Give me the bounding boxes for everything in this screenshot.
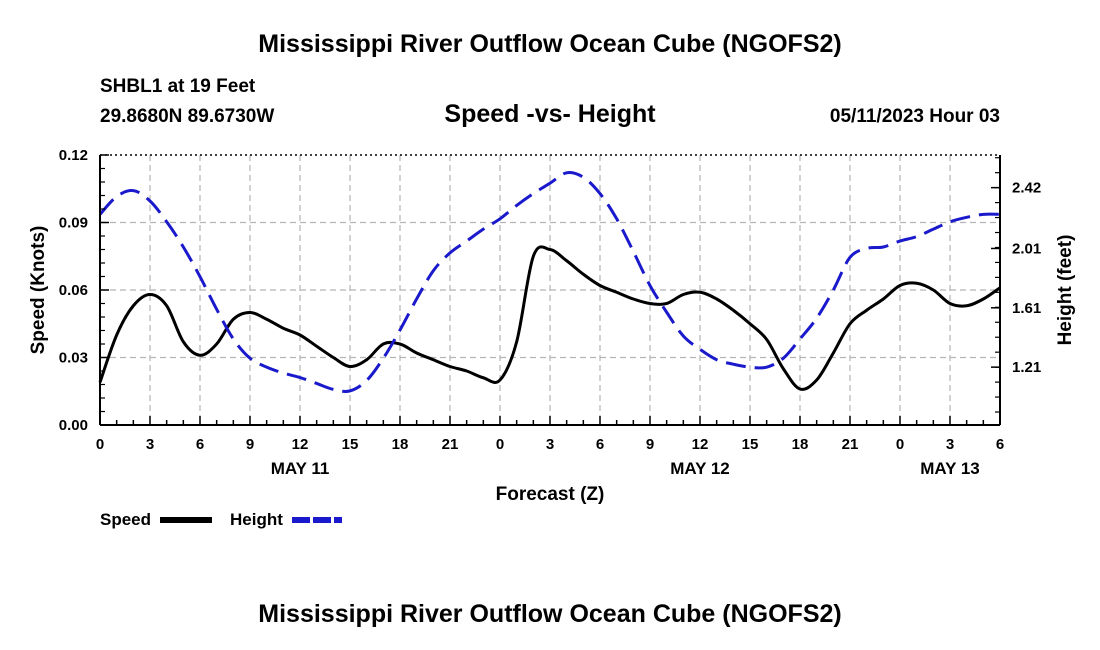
x-date-label: MAY 11 — [271, 459, 330, 478]
series-lines — [98, 171, 1001, 393]
y-right-tick-label: 1.21 — [1012, 359, 1041, 376]
y-right-tick-label: 1.61 — [1012, 300, 1041, 317]
x-tick-label: 3 — [546, 436, 554, 453]
y-right-tick-label: 2.42 — [1012, 180, 1041, 197]
x-tick-label: 21 — [442, 436, 459, 453]
x-tick-label: 6 — [196, 436, 204, 453]
chart-main-title: Mississippi River Outflow Ocean Cube (NG… — [258, 30, 842, 58]
y-left-tick-label: 0.03 — [59, 350, 88, 367]
x-tick-label: 18 — [792, 436, 809, 453]
station-coordinates: 29.8680N 89.6730W — [100, 106, 275, 127]
chart-bottom-title: Mississippi River Outflow Ocean Cube (NG… — [258, 600, 842, 628]
legend: Speed Height — [100, 510, 342, 529]
x-tick-label: 3 — [146, 436, 154, 453]
x-tick-label: 0 — [96, 436, 104, 453]
x-tick-label: 6 — [996, 436, 1004, 453]
x-tick-label: 18 — [392, 436, 409, 453]
x-date-label: MAY 12 — [670, 459, 730, 478]
y-left-tick-label: 0.00 — [59, 417, 88, 434]
y-left-tick-label: 0.12 — [59, 147, 88, 164]
x-tick-label: 6 — [596, 436, 604, 453]
x-tick-label: 9 — [246, 436, 254, 453]
x-tick-label: 12 — [292, 436, 309, 453]
x-tick-label: 15 — [342, 436, 359, 453]
speed-series-line — [98, 245, 1001, 391]
y-left-tick-label: 0.09 — [59, 215, 88, 232]
x-date-label: MAY 13 — [920, 459, 980, 478]
y-right-tick-label: 2.01 — [1012, 240, 1041, 257]
y-left-axis-title: Speed (Knots) — [28, 226, 49, 355]
chart-subtitle: Speed -vs- Height — [444, 100, 656, 128]
y-right-axis-title: Height (feet) — [1055, 235, 1076, 346]
x-tick-label: 21 — [842, 436, 859, 453]
legend-label-height: Height — [230, 510, 283, 529]
axes: 0 3 6 9 12 15 18 21 0 3 6 9 12 15 18 21 0 3 6 MAY 11 MAY 12 M… — [28, 147, 1076, 505]
x-tick-label: 9 — [646, 436, 654, 453]
station-label: SHBL1 at 19 Feet — [100, 76, 256, 97]
speed-height-chart: 0 3 6 9 12 15 18 21 0 3 6 9 12 15 18 21 0 3 6 MAY 11 MAY 12 M… — [28, 147, 1076, 529]
grid-lines — [100, 155, 1000, 425]
x-axis-title: Forecast (Z) — [496, 484, 605, 505]
x-tick-label: 15 — [742, 436, 759, 453]
x-tick-label: 0 — [896, 436, 904, 453]
x-tick-label: 3 — [946, 436, 954, 453]
forecast-datetime: 05/11/2023 Hour 03 — [829, 106, 1000, 127]
height-series-line — [98, 171, 1001, 393]
legend-label-speed: Speed — [100, 510, 151, 529]
x-tick-label: 0 — [496, 436, 504, 453]
x-tick-label: 12 — [692, 436, 709, 453]
y-left-tick-label: 0.06 — [59, 282, 88, 299]
